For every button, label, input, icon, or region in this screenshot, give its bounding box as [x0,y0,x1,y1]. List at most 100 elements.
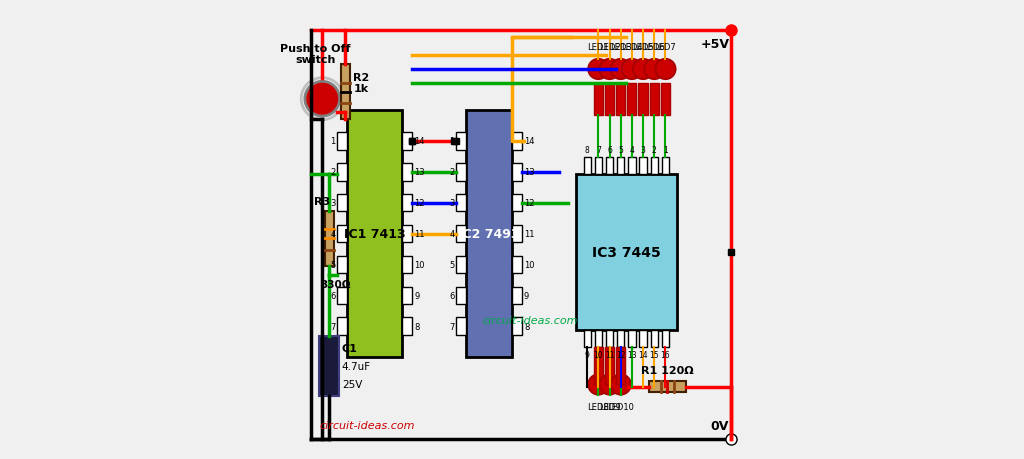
Text: 9: 9 [414,291,420,300]
Bar [606,330,613,347]
Text: LED1: LED1 [588,43,609,51]
Text: 4: 4 [630,145,634,154]
Text: IC3 7445: IC3 7445 [592,245,660,259]
Bar [341,65,349,120]
Bar [457,256,466,274]
Bar [629,157,636,175]
Text: 11: 11 [605,350,614,359]
Text: 12: 12 [616,350,626,359]
Bar [457,195,466,212]
Text: C1: C1 [342,343,357,353]
Text: 8: 8 [524,322,529,331]
Circle shape [599,60,620,80]
Circle shape [610,60,631,80]
Bar [402,225,413,243]
Text: 2: 2 [331,168,336,177]
Text: 5: 5 [618,145,624,154]
Bar [628,84,637,116]
Bar [512,225,522,243]
Bar [402,287,413,304]
Text: 10: 10 [524,260,535,269]
Text: LED5: LED5 [632,43,654,51]
FancyBboxPatch shape [466,111,512,357]
Bar [594,347,603,385]
Circle shape [599,375,620,395]
Bar [402,195,413,212]
Text: 14: 14 [524,137,535,146]
Text: 14: 14 [414,137,425,146]
Bar [512,256,522,274]
Text: R3: R3 [314,197,331,207]
Bar [512,318,522,335]
Bar [402,164,413,181]
Text: 2: 2 [652,145,656,154]
Text: 4: 4 [450,230,455,239]
Bar [629,330,636,347]
Bar [337,164,347,181]
Text: IC1 7413: IC1 7413 [344,228,406,241]
Text: 5: 5 [331,260,336,269]
Bar [662,330,669,347]
Text: LED3: LED3 [610,43,632,51]
Text: 25V: 25V [342,380,362,390]
Text: LED2: LED2 [599,43,621,51]
Text: 0V: 0V [711,420,729,432]
Text: 4.7uF: 4.7uF [342,361,371,371]
Circle shape [305,82,340,117]
Text: 12: 12 [524,199,535,208]
Text: 6: 6 [607,145,612,154]
Text: 12: 12 [414,199,425,208]
Text: 4: 4 [331,230,336,239]
Bar [337,133,347,151]
Bar [402,133,413,151]
Text: R1 120Ω: R1 120Ω [641,365,694,375]
Text: LED6: LED6 [643,43,666,51]
Text: 10: 10 [414,260,425,269]
Text: 3: 3 [330,199,336,208]
Text: IC2 7493: IC2 7493 [459,228,520,241]
Bar [457,133,466,151]
Text: 8: 8 [414,322,420,331]
Text: 1: 1 [664,145,668,154]
Bar [617,157,625,175]
Text: 13: 13 [414,168,425,177]
Bar [337,318,347,335]
Circle shape [589,60,608,80]
Bar [649,84,658,116]
Bar [639,84,647,116]
Bar [605,84,614,116]
Bar [337,195,347,212]
Text: 5: 5 [450,260,455,269]
Text: 6: 6 [330,291,336,300]
Bar [457,318,466,335]
Bar [595,157,602,175]
Text: circuit-ideas.com: circuit-ideas.com [319,420,416,430]
Bar [650,157,657,175]
Bar [512,133,522,151]
Text: Push to Off
switch: Push to Off switch [281,44,350,65]
Circle shape [589,375,608,395]
Bar [584,330,591,347]
Text: 6: 6 [449,291,455,300]
Bar [584,157,591,175]
Bar [616,84,626,116]
Text: LED4: LED4 [622,43,643,51]
Text: R2
1k: R2 1k [353,73,370,94]
Text: 1: 1 [450,137,455,146]
Text: 330Ω: 330Ω [319,280,350,290]
Text: 15: 15 [649,350,659,359]
Text: circuit-ideas.com: circuit-ideas.com [482,316,578,326]
Bar [402,318,413,335]
Bar [319,337,339,396]
Text: 3: 3 [449,199,455,208]
Circle shape [633,60,653,80]
Bar [457,164,466,181]
Text: 11: 11 [414,230,425,239]
Text: 13: 13 [524,168,535,177]
Text: 10: 10 [594,350,603,359]
Text: 7: 7 [449,322,455,331]
Text: 2: 2 [450,168,455,177]
Bar [337,225,347,243]
Bar [660,84,670,116]
Text: 7: 7 [330,322,336,331]
